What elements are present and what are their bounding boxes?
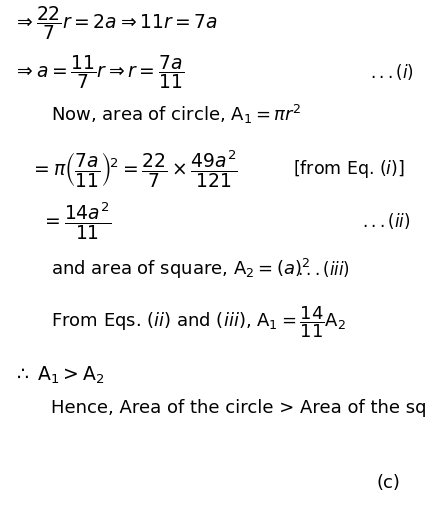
Text: [from Eq. $({i})$]: [from Eq. $({i})$]: [293, 158, 405, 180]
Text: $\Rightarrow a = \dfrac{11}{7}r \Rightarrow r = \dfrac{7a}{11}$: $\Rightarrow a = \dfrac{11}{7}r \Rightar…: [13, 53, 184, 91]
Text: Hence, Area of the circle > Area of the square: Hence, Area of the circle > Area of the …: [51, 399, 428, 417]
Text: $...({iii})$: $...({iii})$: [297, 259, 351, 279]
Text: $...({i})$: $...({i})$: [370, 62, 414, 82]
Text: and area of square, $\mathrm{A_2} = (a)^2$: and area of square, $\mathrm{A_2} = (a)^…: [51, 257, 311, 281]
Text: Now, area of circle, $\mathrm{A_1} = \pi r^2$: Now, area of circle, $\mathrm{A_1} = \pi…: [51, 103, 302, 126]
Text: $\therefore\;\mathrm{A_1} > \mathrm{A_2}$: $\therefore\;\mathrm{A_1} > \mathrm{A_2}…: [13, 365, 104, 386]
Text: $= \dfrac{14a^2}{11}$: $= \dfrac{14a^2}{11}$: [41, 201, 111, 242]
Text: $\Rightarrow \dfrac{22}{7}r = 2a \Rightarrow 11r = 7a$: $\Rightarrow \dfrac{22}{7}r = 2a \Righta…: [13, 4, 218, 42]
Text: (c): (c): [377, 473, 401, 492]
Text: $= \pi\left(\dfrac{7a}{11}\right)^{\!2} = \dfrac{22}{7} \times \dfrac{49a^2}{121: $= \pi\left(\dfrac{7a}{11}\right)^{\!2} …: [30, 148, 238, 190]
Text: From Eqs. $({ii})$ and $({iii})$, $\mathrm{A_1} = \dfrac{14}{11}\mathrm{A_2}$: From Eqs. $({ii})$ and $({iii})$, $\math…: [51, 304, 346, 340]
Text: $...({ii})$: $...({ii})$: [362, 211, 410, 232]
